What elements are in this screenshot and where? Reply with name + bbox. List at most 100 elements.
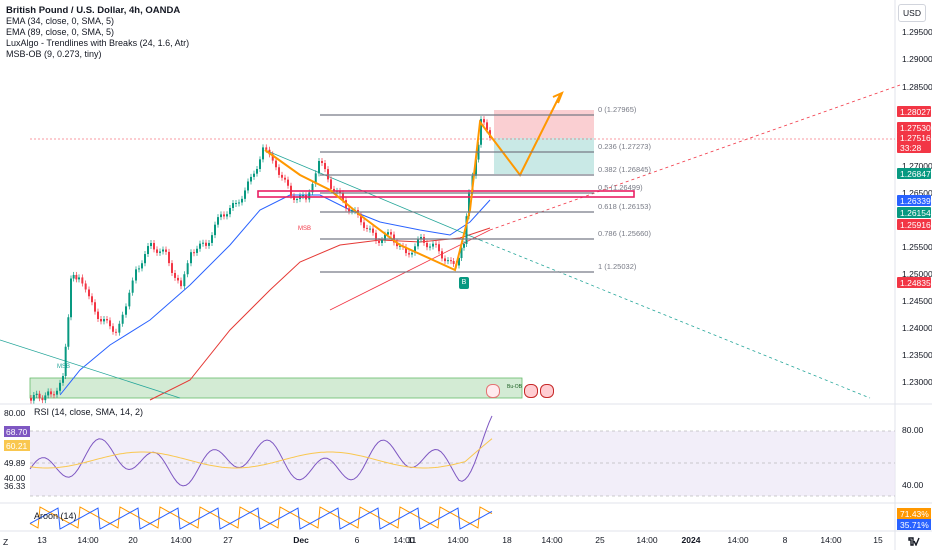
price-tag: 1.27516 (897, 132, 931, 143)
candle (217, 217, 219, 225)
candle (162, 249, 164, 252)
rsi-pane[interactable] (29, 415, 895, 497)
candle (408, 253, 410, 255)
indicator-msb-ob[interactable]: MSB-OB (9, 0.273, tiny) (6, 49, 102, 59)
candle (106, 319, 108, 321)
rsi-left-label: 80.00 (4, 408, 26, 418)
svg-text:1.26847: 1.26847 (900, 169, 931, 179)
candle (75, 274, 78, 280)
candle (171, 263, 173, 273)
time-tick: 11 (408, 535, 417, 545)
candle (183, 274, 186, 287)
lightning-icon[interactable] (486, 384, 500, 398)
flag-gb-icon[interactable] (524, 384, 538, 398)
candle (226, 214, 228, 217)
candle (128, 292, 131, 307)
candle (59, 382, 61, 391)
candle (405, 247, 407, 254)
candle (447, 260, 449, 262)
tradingview-logo-icon[interactable] (908, 536, 920, 546)
candle (53, 394, 55, 396)
candle (125, 306, 127, 315)
svg-text:1.26339: 1.26339 (900, 196, 931, 206)
ema-34-line (59, 194, 491, 396)
aroon-pane[interactable] (29, 506, 493, 530)
candle (190, 252, 192, 264)
trendline-green-left (0, 339, 181, 399)
time-tick: 14:00 (170, 535, 192, 545)
price-tag: 1.28027 (897, 106, 931, 117)
time-tick: 25 (595, 535, 605, 545)
rsi-title[interactable]: RSI (14, close, SMA, 14, 2) (34, 407, 144, 417)
rsi-tag: 68.70 (6, 427, 28, 437)
aroon-title[interactable]: Aroon (14) (34, 511, 77, 521)
price-tag: 1.26154 (897, 207, 931, 218)
candle (35, 393, 38, 396)
candle (372, 228, 374, 233)
demand-zone (29, 377, 523, 399)
candle (384, 234, 386, 241)
currency-button[interactable]: USD (898, 4, 926, 22)
candle (452, 261, 455, 264)
indicator-ema34[interactable]: EMA (34, close, 0, SMA, 5) (6, 16, 115, 26)
timezone-z-icon[interactable]: Z (3, 537, 9, 547)
svg-text:1.27530: 1.27530 (900, 123, 931, 133)
projection-path (264, 94, 561, 272)
candle (465, 216, 468, 244)
candle (150, 242, 152, 247)
candle (480, 119, 482, 145)
candle (38, 393, 41, 399)
candle (223, 214, 225, 217)
aroon-down-line (29, 507, 493, 530)
candle (271, 154, 274, 161)
price-axis[interactable]: 1.29500 1.29000 1.28500 1.27000 1.26500 1.255… (902, 27, 932, 387)
candles (30, 116, 491, 404)
candle (458, 258, 460, 266)
time-tick: Dec (293, 535, 309, 545)
target-zone (494, 138, 594, 174)
time-tick: 20 (128, 535, 138, 545)
candle (429, 246, 431, 248)
msb-label: MSB (298, 226, 312, 232)
candle (153, 242, 155, 250)
candle (296, 199, 298, 201)
indicator-luxalgo[interactable]: LuxAlgo - Trendlines with Breaks (24, 1.… (6, 38, 190, 48)
trendline-green-extension (479, 239, 871, 399)
candle (463, 243, 465, 248)
indicator-ema89[interactable]: EMA (89, close, 0, SMA, 5) (6, 27, 115, 37)
candle (438, 244, 440, 252)
candle (253, 173, 255, 177)
price-pane[interactable]: 0 (1.27965) 0.236 (1.27273) 0.382 (1.26845… (0, 84, 901, 404)
candle (138, 268, 140, 270)
candle (144, 254, 146, 264)
rsi-left-label: 49.89 (4, 458, 26, 468)
time-tick: 14:00 (541, 535, 563, 545)
symbol-title[interactable]: British Pound / U.S. Dollar, 4h, OANDA (6, 5, 181, 16)
price-tick: 1.29000 (902, 54, 932, 64)
candle (229, 207, 231, 215)
aroon-up-line (29, 506, 493, 529)
candle (278, 167, 280, 175)
fib-label: 1 (1.25032) (598, 262, 637, 271)
candle (220, 214, 222, 218)
candle (293, 195, 295, 200)
candle (468, 192, 470, 217)
candle (262, 147, 264, 160)
projection-arrowhead (552, 91, 564, 104)
candle (302, 195, 304, 197)
flag-us-icon[interactable] (540, 384, 554, 398)
candle (247, 181, 249, 191)
time-tick: 8 (783, 535, 788, 545)
fib-label: 0 (1.27965) (598, 105, 637, 114)
price-tick: 1.25500 (902, 242, 932, 252)
time-tick: 14:00 (393, 535, 415, 545)
time-tick: 14:00 (820, 535, 842, 545)
rsi-band (30, 431, 895, 496)
price-tag: 1.26847 (897, 168, 931, 179)
candle (91, 296, 93, 303)
price-tick: 1.29500 (902, 27, 932, 37)
svg-text:33:28: 33:28 (900, 143, 922, 153)
